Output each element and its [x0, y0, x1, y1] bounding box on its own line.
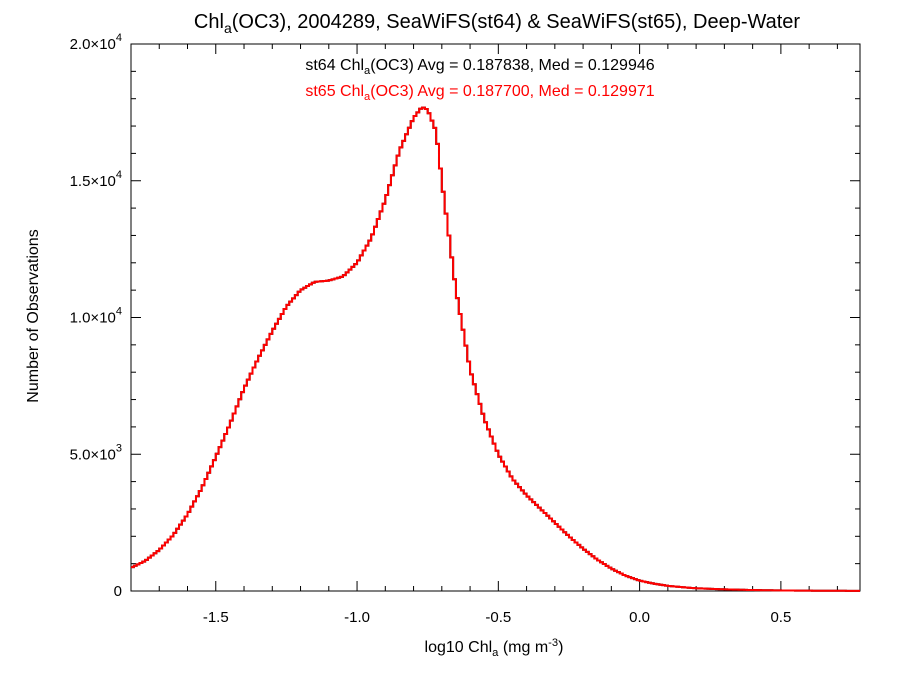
y-tick-label: 1.5×104 — [70, 169, 122, 190]
series-line — [131, 106, 860, 592]
series-group — [131, 106, 860, 592]
y-tick-label: 0 — [114, 583, 122, 600]
stats-annotation: st65 Chla(OC3) Avg = 0.187700, Med = 0.1… — [305, 83, 654, 103]
annotation-group: st64 Chla(OC3) Avg = 0.187838, Med = 0.1… — [305, 57, 654, 103]
x-axis: -1.5 -1.0 -0.5 0.0 0.5 — [130, 44, 838, 626]
stats-annotation: st64 Chla(OC3) Avg = 0.187838, Med = 0.1… — [305, 57, 654, 77]
x-tick-label: -1.5 — [203, 609, 229, 626]
x-tick-label: 0.5 — [770, 609, 791, 626]
series-line — [131, 106, 860, 592]
x-tick-label: -1.0 — [344, 609, 370, 626]
y-axis-label: Number of Observations — [25, 229, 42, 402]
y-tick-label: 2.0×104 — [70, 32, 122, 53]
x-tick-label: -0.5 — [485, 609, 511, 626]
y-axis: 0 5.0×103 1.0×104 1.5×104 2.0×104 — [70, 32, 860, 600]
y-tick-label: 5.0×103 — [70, 442, 122, 463]
plot-frame — [130, 43, 861, 592]
x-axis-label: log10 Chla (mg m-3) — [425, 637, 564, 659]
y-tick-label: 1.0×104 — [70, 306, 122, 327]
x-tick-label: 0.0 — [629, 609, 650, 626]
chart-title: Chla(OC3), 2004289, SeaWiFS(st64) & SeaW… — [194, 11, 800, 36]
